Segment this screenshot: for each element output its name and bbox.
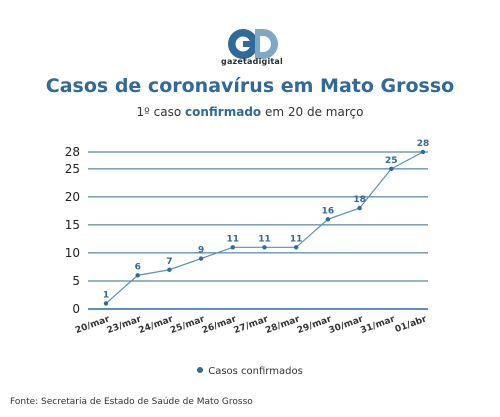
data-point <box>103 301 109 306</box>
data-label: 7 <box>166 257 172 267</box>
y-tick-label: 28 <box>65 145 80 159</box>
data-label: 9 <box>198 246 204 256</box>
chart-subtitle: 1º caso confirmado em 20 de março <box>0 105 500 119</box>
x-tick-label: 24/mar <box>137 314 174 336</box>
data-point <box>230 245 235 250</box>
data-label: 1 <box>103 290 109 300</box>
data-point <box>420 149 426 155</box>
source-note: Fonte: Secretaria de Estado de Saúde de … <box>10 397 253 407</box>
data-label: 16 <box>322 206 335 216</box>
data-label: 25 <box>385 156 398 166</box>
subtitle-highlight: confirmado <box>185 105 262 119</box>
x-tick-label: 23/mar <box>106 314 143 336</box>
y-tick-label: 10 <box>65 246 80 260</box>
x-tick-label: 29/mar <box>296 314 333 336</box>
chart-title: Casos de coronavírus em Mato Grosso <box>45 75 455 97</box>
data-label: 18 <box>353 195 366 205</box>
x-tick-label: 28/mar <box>264 314 301 336</box>
gazeta-digital-logo <box>228 29 278 59</box>
y-tick-label: 5 <box>72 274 80 288</box>
x-tick-label: 26/mar <box>201 314 238 336</box>
y-tick-label: 15 <box>65 218 80 232</box>
data-point <box>167 267 172 272</box>
y-tick-label: 20 <box>65 190 80 204</box>
data-point <box>389 166 394 172</box>
x-tick-label: 01/abr <box>394 314 429 335</box>
data-label: 11 <box>258 234 271 244</box>
data-label: 28 <box>417 139 430 149</box>
chart-legend: Casos confirmados <box>0 366 500 377</box>
y-tick-label: 0 <box>72 302 80 316</box>
x-tick-label: 31/mar <box>359 314 396 336</box>
data-label: 11 <box>227 234 240 244</box>
data-point <box>294 245 299 250</box>
subtitle-prefix: 1º caso <box>136 105 186 119</box>
x-tick-label: 25/mar <box>169 314 206 336</box>
data-point <box>198 256 204 261</box>
logo-wordmark: gazetadigital <box>221 57 283 66</box>
x-tick-label: 20/mar <box>74 314 111 336</box>
data-label: 6 <box>135 262 141 272</box>
data-point <box>262 245 267 250</box>
subtitle-suffix: em 20 de março <box>261 105 364 119</box>
x-tick-label: 30/mar <box>328 314 365 336</box>
legend-marker <box>197 367 204 373</box>
legend-label: Casos confirmados <box>208 366 303 377</box>
data-point <box>357 205 362 211</box>
data-label: 11 <box>290 234 303 244</box>
data-point <box>135 273 140 278</box>
y-tick-label: 25 <box>65 162 80 176</box>
x-tick-label: 27/mar <box>233 314 270 336</box>
data-point <box>325 217 331 222</box>
